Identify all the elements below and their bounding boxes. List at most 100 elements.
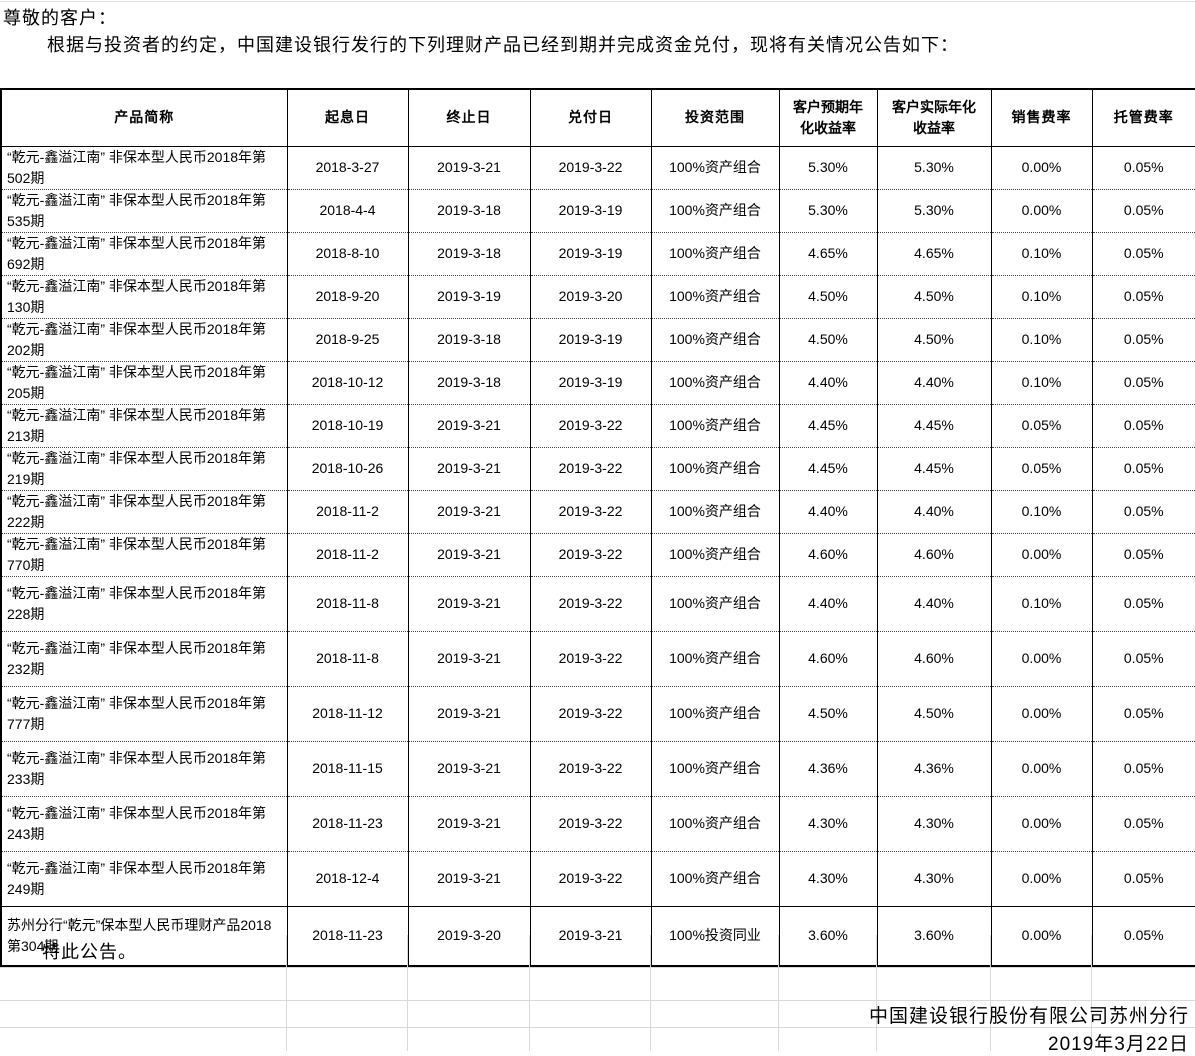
table-cell: 0.05% — [1091, 317, 1195, 361]
table-cell: 2019-3-21 — [407, 575, 531, 631]
table-cell: 4.60% — [778, 630, 878, 686]
table-cell: 5.30% — [876, 188, 992, 232]
table-cell: 0.05% — [1091, 403, 1195, 447]
product-name-cell: “乾元-鑫溢江南” 非保本型人民币2018年第249期 — [0, 850, 288, 906]
table-cell: 2019-3-19 — [529, 317, 652, 361]
table-header-cell: 终止日 — [407, 88, 531, 147]
table-cell: 2019-3-18 — [407, 188, 531, 232]
table-cell: 0.05% — [1091, 740, 1195, 796]
table-cell: 0.10% — [990, 575, 1093, 631]
faint-horizontal-gridline — [0, 967, 1195, 968]
table-cell: 0.05% — [1091, 360, 1195, 404]
product-name-cell: “乾元-鑫溢江南” 非保本型人民币2018年第222期 — [0, 489, 288, 533]
faint-vertical-gridline — [650, 935, 651, 1051]
table-cell: 100%资产组合 — [650, 850, 780, 906]
table-cell: 4.50% — [876, 317, 992, 361]
table-cell: 2019-3-22 — [529, 489, 652, 533]
faint-top-gridline — [0, 1, 1195, 2]
table-cell: 5.30% — [778, 145, 878, 189]
table-cell: 0.05% — [1091, 905, 1195, 966]
table-cell: 2019-3-21 — [407, 532, 531, 576]
table-cell: 0.00% — [990, 850, 1093, 906]
table-cell: 4.40% — [778, 489, 878, 533]
table-cell: 4.50% — [876, 274, 992, 318]
faint-vertical-gridline — [1091, 935, 1092, 1051]
table-cell: 2019-3-19 — [529, 188, 652, 232]
table-cell: 2019-3-21 — [407, 489, 531, 533]
table-header-cell: 产品简称 — [0, 88, 288, 147]
table-cell: 4.50% — [778, 317, 878, 361]
table-cell: 2019-3-21 — [407, 685, 531, 741]
notice-text: 特此公告。 — [42, 942, 137, 962]
product-name-cell: “乾元-鑫溢江南” 非保本型人民币2018年第219期 — [0, 446, 288, 490]
table-cell: 2019-3-21 — [407, 403, 531, 447]
table-cell: 3.60% — [778, 905, 878, 966]
table-cell: 100%资产组合 — [650, 403, 780, 447]
table-cell: 100%资产组合 — [650, 274, 780, 318]
table-cell: 0.10% — [990, 489, 1093, 533]
product-name-cell: “乾元-鑫溢江南” 非保本型人民币2018年第770期 — [0, 532, 288, 576]
table-cell: 0.00% — [990, 532, 1093, 576]
table-cell: 2019-3-22 — [529, 145, 652, 189]
table-cell: 2019-3-22 — [529, 403, 652, 447]
table-cell: 2018-11-8 — [286, 575, 409, 631]
table-cell: 2018-11-23 — [286, 905, 409, 966]
table-cell: 2018-11-23 — [286, 795, 409, 851]
faint-horizontal-gridline — [0, 1027, 1195, 1028]
product-name-cell: “乾元-鑫溢江南” 非保本型人民币2018年第233期 — [0, 740, 288, 796]
faint-vertical-gridline — [876, 935, 877, 1051]
table-cell: 2019-3-22 — [529, 446, 652, 490]
intro-body: 根据与投资者的约定，中国建设银行发行的下列理财产品已经到期并完成资金兑付，现将有… — [47, 35, 959, 55]
table-cell: 4.40% — [778, 575, 878, 631]
faint-horizontal-gridline — [0, 1000, 1195, 1001]
table-row: “乾元-鑫溢江南” 非保本型人民币2018年第249期 2018-12-4 2019… — [0, 850, 1195, 906]
table-header-cell: 客户实际年化收益率 — [876, 88, 992, 147]
table-cell: 4.40% — [876, 360, 992, 404]
product-name-cell: “乾元-鑫溢江南” 非保本型人民币2018年第213期 — [0, 403, 288, 447]
table-cell: 2018-10-12 — [286, 360, 409, 404]
table-cell: 100%资产组合 — [650, 795, 780, 851]
table-header-cell: 销售费率 — [990, 88, 1093, 147]
table-cell: 2018-9-25 — [286, 317, 409, 361]
table-cell: 100%资产组合 — [650, 685, 780, 741]
table-cell: 2019-3-22 — [529, 630, 652, 686]
table-cell: 0.05% — [1091, 489, 1195, 533]
table-cell: 2018-11-2 — [286, 489, 409, 533]
table-cell: 2019-3-22 — [529, 532, 652, 576]
table-cell: 2019-3-21 — [529, 905, 652, 966]
product-name-cell: “乾元-鑫溢江南” 非保本型人民币2018年第232期 — [0, 630, 288, 686]
table-cell: 2019-3-21 — [407, 446, 531, 490]
table-cell: 0.05% — [1091, 274, 1195, 318]
table-cell: 2019-3-21 — [407, 145, 531, 189]
table-row: “乾元-鑫溢江南” 非保本型人民币2018年第535期 2018-4-4 2019-… — [0, 188, 1195, 232]
table-cell: 0.00% — [990, 630, 1093, 686]
faint-vertical-gridline — [778, 935, 779, 1051]
product-name-cell: “乾元-鑫溢江南” 非保本型人民币2018年第202期 — [0, 317, 288, 361]
table-cell: 0.10% — [990, 274, 1093, 318]
table-row: “乾元-鑫溢江南” 非保本型人民币2018年第228期 2018-11-8 2019… — [0, 575, 1195, 631]
table-cell: 4.36% — [876, 740, 992, 796]
table-cell: 4.40% — [876, 489, 992, 533]
table-cell: 0.05% — [1091, 685, 1195, 741]
table-cell: 100%资产组合 — [650, 231, 780, 275]
table-cell: 0.00% — [990, 145, 1093, 189]
table-row: “乾元-鑫溢江南” 非保本型人民币2018年第202期 2018-9-25 2019… — [0, 317, 1195, 361]
table-cell: 2019-3-18 — [407, 317, 531, 361]
table-header-cell: 起息日 — [286, 88, 409, 147]
table-cell: 4.40% — [876, 575, 992, 631]
faint-vertical-gridline — [407, 935, 408, 1051]
table-header-cell: 兑付日 — [529, 88, 652, 147]
table-cell: 2019-3-21 — [407, 795, 531, 851]
table-cell: 0.05% — [1091, 850, 1195, 906]
table-header-cell: 投资范围 — [650, 88, 780, 147]
product-name-cell: “乾元-鑫溢江南” 非保本型人民币2018年第130期 — [0, 274, 288, 318]
table-cell: 100%投资同业 — [650, 905, 780, 966]
table-header-row: 产品简称 起息日 终止日 兑付日 投资范围 客户预期年化收益率 客户实际年化收益率 销售费率托… — [0, 88, 1195, 147]
table-cell: 100%资产组合 — [650, 630, 780, 686]
table-cell: 2018-3-27 — [286, 145, 409, 189]
table-cell: 2019-3-21 — [407, 740, 531, 796]
table-cell: 2019-3-22 — [529, 795, 652, 851]
intro-salutation: 尊敬的客户： — [3, 8, 117, 28]
table-cell: 0.05% — [1091, 630, 1195, 686]
